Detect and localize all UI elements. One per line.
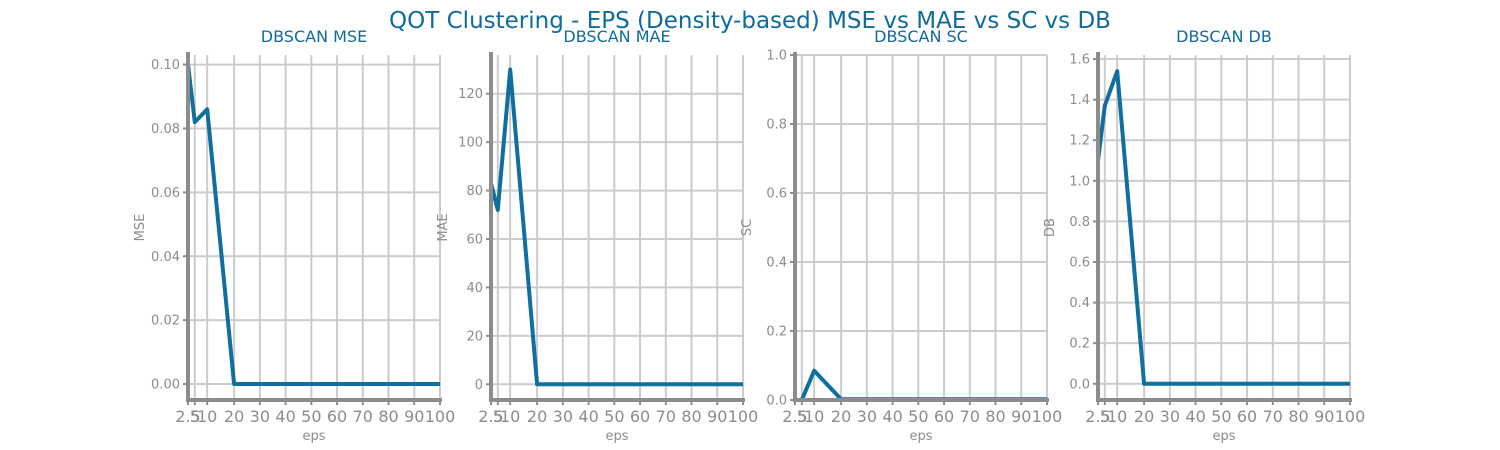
y-tick-label: 1.4 — [1069, 93, 1090, 108]
x-tick-label: 40 — [275, 407, 295, 426]
y-axis-label: MAE — [436, 213, 451, 241]
x-tick-label: 10 — [197, 407, 217, 426]
y-tick-label: 0.10 — [151, 58, 180, 73]
x-tick-label: 5 — [190, 407, 200, 426]
panel-title: DBSCAN DB — [1176, 27, 1272, 46]
x-axis-label: eps — [909, 429, 932, 444]
x-tick-label: 60 — [934, 407, 954, 426]
panel-title: DBSCAN SC — [874, 27, 968, 46]
y-tick-label: 60 — [466, 233, 483, 248]
y-tick-label: 0.06 — [151, 186, 180, 201]
y-tick-label: 100 — [458, 136, 483, 151]
x-tick-label: 20 — [1134, 407, 1154, 426]
y-tick-label: 0.4 — [1069, 296, 1090, 311]
x-axis-label: eps — [1212, 429, 1235, 444]
x-tick-label: 30 — [857, 407, 877, 426]
x-tick-label: 20 — [831, 407, 851, 426]
x-tick-label: 90 — [404, 407, 424, 426]
x-tick-label: 50 — [604, 407, 624, 426]
y-tick-label: 0.4 — [766, 256, 787, 271]
y-tick-label: 1.6 — [1069, 53, 1090, 68]
x-tick-label: 50 — [908, 407, 928, 426]
x-tick-label: 40 — [578, 407, 598, 426]
y-axis-label: DB — [1043, 218, 1058, 237]
series-line — [1098, 69, 1350, 386]
y-tick-label: 40 — [466, 281, 483, 296]
y-tick-label: 0.08 — [151, 122, 180, 137]
x-tick-label: 10 — [1107, 407, 1127, 426]
x-tick-label: 5 — [1100, 407, 1110, 426]
y-axis-label: SC — [740, 219, 755, 236]
figure-title: QOT Clustering - EPS (Density-based) MSE… — [389, 8, 1111, 34]
x-tick-label: 5 — [797, 407, 807, 426]
x-tick-label: 100 — [1032, 407, 1063, 426]
x-tick-label: 60 — [630, 407, 650, 426]
y-tick-label: 120 — [458, 87, 483, 102]
y-tick-label: 0.2 — [766, 325, 787, 340]
x-tick-label: 30 — [250, 407, 270, 426]
y-tick-label: 1.2 — [1069, 134, 1090, 149]
x-tick-label: 80 — [681, 407, 701, 426]
y-tick-label: 0.00 — [151, 378, 180, 393]
y-tick-label: 0.6 — [1069, 256, 1090, 271]
x-tick-label: 20 — [224, 407, 244, 426]
y-tick-label: 0.8 — [1069, 215, 1090, 230]
x-axis-label: eps — [605, 429, 628, 444]
x-tick-label: 100 — [728, 407, 759, 426]
panel-title: DBSCAN MSE — [261, 27, 367, 46]
x-tick-label: 2.5 — [782, 407, 807, 426]
x-tick-label: 60 — [1237, 407, 1257, 426]
y-tick-label: 0.04 — [151, 250, 180, 265]
x-tick-label: 20 — [527, 407, 547, 426]
x-tick-label: 10 — [804, 407, 824, 426]
x-tick-label: 50 — [1211, 407, 1231, 426]
x-tick-label: 100 — [425, 407, 456, 426]
x-tick-label: 80 — [1288, 407, 1308, 426]
x-tick-label: 30 — [1160, 407, 1180, 426]
x-tick-label: 90 — [1011, 407, 1031, 426]
x-tick-label: 70 — [1263, 407, 1283, 426]
y-tick-label: 0.2 — [1069, 337, 1090, 352]
y-tick-label: 1.0 — [766, 49, 787, 64]
x-tick-label: 90 — [707, 407, 727, 426]
x-tick-label: 2.5 — [478, 407, 503, 426]
x-tick-label: 50 — [301, 407, 321, 426]
x-tick-label: 40 — [1185, 407, 1205, 426]
y-tick-label: 1.0 — [1069, 174, 1090, 189]
y-tick-label: 0.8 — [766, 118, 787, 133]
x-tick-label: 90 — [1314, 407, 1334, 426]
x-tick-label: 70 — [656, 407, 676, 426]
x-axis-label: eps — [302, 429, 325, 444]
y-axis-label: MSE — [133, 214, 148, 242]
x-tick-label: 70 — [353, 407, 373, 426]
x-tick-label: 10 — [500, 407, 520, 426]
x-tick-label: 80 — [985, 407, 1005, 426]
y-tick-label: 0.6 — [766, 187, 787, 202]
y-tick-label: 0.0 — [1069, 377, 1090, 392]
y-tick-label: 0.0 — [766, 394, 787, 409]
x-tick-label: 80 — [378, 407, 398, 426]
x-tick-label: 70 — [960, 407, 980, 426]
x-tick-label: 100 — [1335, 407, 1366, 426]
series-line — [491, 67, 743, 387]
y-tick-label: 0.02 — [151, 314, 180, 329]
y-tick-label: 80 — [466, 184, 483, 199]
x-tick-label: 2.5 — [175, 407, 200, 426]
x-tick-label: 30 — [553, 407, 573, 426]
y-tick-label: 20 — [466, 329, 483, 344]
x-tick-label: 40 — [882, 407, 902, 426]
panel-title: DBSCAN MAE — [563, 27, 670, 46]
series-line — [188, 64, 440, 386]
x-tick-label: 2.5 — [1085, 407, 1110, 426]
y-tick-label: 0 — [475, 378, 483, 393]
x-tick-label: 5 — [493, 407, 503, 426]
x-tick-label: 60 — [327, 407, 347, 426]
